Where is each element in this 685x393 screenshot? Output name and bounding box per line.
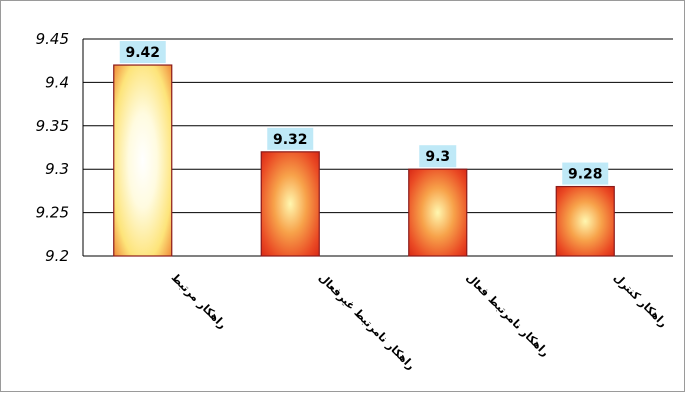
x-axis-category-labels: راهکار مرتبط راهکار نامرتبط غیرفعال راهکار… [169, 271, 670, 372]
data-label-background [267, 127, 314, 150]
y-tick-label: 9.2 [45, 247, 69, 265]
y-axis: 9.2 9.25 9.3 9.35 9.4 9.45 [36, 30, 84, 265]
y-tick-label: 9.45 [36, 30, 69, 48]
y-tick-label: 9.3 [45, 160, 69, 178]
y-tick-label: 9.25 [36, 204, 69, 222]
bar [408, 168, 468, 257]
data-label: 9.42 [125, 45, 160, 61]
category-label: راهکار مرتبط [169, 271, 229, 331]
bars [113, 64, 615, 257]
data-label: 9.32 [273, 132, 308, 148]
y-tick-label: 9.4 [45, 73, 69, 91]
data-label-background [419, 145, 457, 168]
data-label: 9.28 [568, 167, 603, 183]
bar [555, 185, 615, 257]
category-label: راهکار کنترل [611, 271, 670, 330]
y-tick-label: 9.35 [36, 117, 69, 135]
data-label: 9.3 [425, 149, 450, 165]
bar [113, 64, 173, 257]
bar [260, 151, 320, 257]
data-label-background [562, 162, 609, 185]
data-label-background [119, 41, 166, 64]
data-labels: 9.42 9.32 9.3 9.28 [119, 41, 609, 185]
category-label: راهکار نامرتبط فعال [464, 271, 552, 359]
category-label: راهکار نامرتبط غیرفعال [316, 271, 417, 372]
